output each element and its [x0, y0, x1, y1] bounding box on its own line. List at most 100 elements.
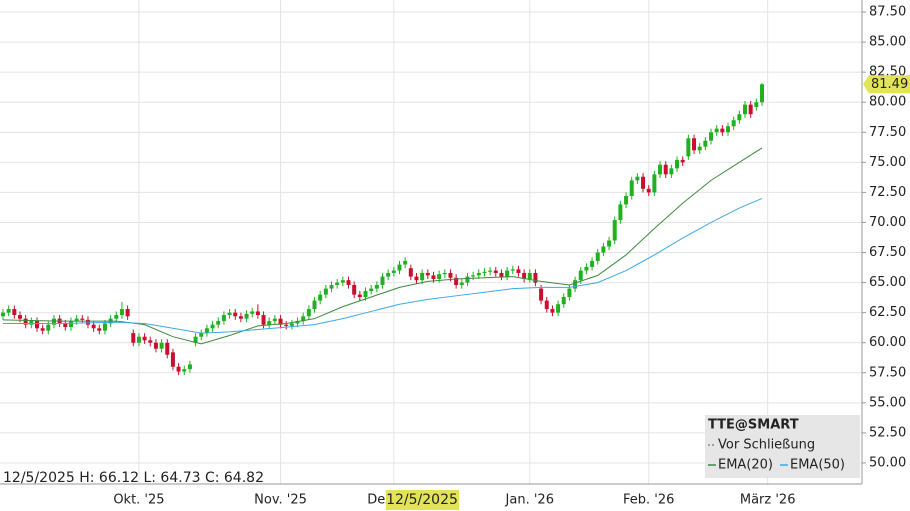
- candle-body: [658, 164, 663, 175]
- y-tick-label: 77.50: [869, 125, 906, 140]
- y-tick-label: 60.00: [869, 335, 906, 350]
- candle-body: [465, 276, 470, 283]
- x-tick-label: Nov. '25: [254, 493, 307, 508]
- info-text: 12/5/2025 H: 66.12 L: 64.73 C: 64.82: [3, 470, 264, 486]
- candle-body: [397, 264, 402, 271]
- candle-body: [63, 323, 68, 328]
- candle-body: [159, 342, 164, 349]
- legend-label: EMA(20): [718, 458, 773, 473]
- candle-body: [199, 333, 204, 337]
- y-tick-label: 72.50: [869, 185, 906, 200]
- candle-body: [238, 316, 243, 319]
- candle-body: [471, 275, 476, 277]
- legend-label: EMA(50): [790, 458, 845, 473]
- candle-body: [12, 309, 17, 316]
- candle-body: [125, 309, 130, 317]
- candle-body: [431, 275, 436, 279]
- candle-body: [284, 324, 289, 326]
- candle-body: [680, 159, 685, 163]
- candle-body: [709, 132, 714, 141]
- candle-body: [391, 270, 396, 273]
- candle-body: [335, 282, 340, 285]
- candle-body: [255, 311, 260, 316]
- candle-body: [136, 336, 141, 343]
- candle-body: [442, 272, 447, 275]
- candle-body: [760, 84, 764, 103]
- ema-line: [2, 147, 763, 345]
- candle-body: [23, 318, 28, 325]
- candle-body: [91, 324, 96, 329]
- candle-body: [204, 328, 209, 334]
- candle-body: [363, 291, 368, 298]
- y-tick-label: 65.00: [869, 275, 906, 290]
- candle-body: [346, 280, 351, 285]
- candle-body: [697, 146, 702, 151]
- y-tick-label: 52.50: [869, 425, 906, 440]
- candle-body: [635, 176, 640, 181]
- y-tick-label: 67.50: [869, 245, 906, 260]
- candle-body: [374, 284, 379, 289]
- candle-body: [516, 269, 521, 273]
- candle-body: [51, 318, 56, 325]
- candle-body: [176, 366, 181, 372]
- candle-body: [488, 270, 493, 272]
- candle-body: [289, 323, 294, 326]
- candle-body: [119, 309, 124, 316]
- candle-body: [352, 284, 357, 295]
- candle-body: [408, 268, 413, 277]
- candle-body: [448, 272, 453, 278]
- candle-body: [578, 270, 583, 281]
- candle-body: [318, 294, 323, 301]
- candle-body: [556, 304, 561, 313]
- candle-body: [329, 284, 334, 289]
- last-price-tag: [863, 75, 910, 94]
- candle-body: [68, 321, 73, 328]
- candle-body: [692, 138, 697, 151]
- candle-body: [641, 176, 646, 189]
- candle-body: [40, 328, 45, 331]
- x-tick-label: Okt. '25: [113, 493, 164, 508]
- legend: TTE@SMART Vor Schließung EMA(20) EMA(50): [705, 415, 860, 478]
- candle-body: [97, 328, 102, 331]
- candle-body: [165, 342, 170, 355]
- candle-body: [493, 270, 498, 273]
- candle-body: [510, 269, 515, 271]
- candle-body: [459, 282, 464, 285]
- candle-body: [629, 180, 634, 197]
- x-tick-label: Jan. '26: [505, 493, 554, 508]
- ema-line: [3, 197, 763, 334]
- candle-body: [561, 297, 566, 305]
- candle-body: [261, 315, 266, 325]
- candle-body: [652, 174, 657, 193]
- candle-body: [233, 312, 238, 317]
- candle-body: [686, 138, 691, 157]
- legend-label: Vor Schließung: [718, 438, 815, 453]
- candle-body: [278, 318, 283, 325]
- candle-body: [737, 114, 742, 121]
- candle-body: [425, 272, 430, 276]
- candle-body: [624, 196, 629, 205]
- candle-body: [437, 274, 442, 279]
- candle-body: [601, 246, 606, 253]
- candle-body: [522, 272, 527, 279]
- x-tick-label: Feb. '26: [623, 493, 674, 508]
- candle-body: [369, 288, 374, 292]
- candle-body: [595, 252, 600, 261]
- candle-body: [46, 324, 51, 331]
- candle-body: [714, 128, 719, 133]
- candle-body: [386, 272, 391, 277]
- candle-body: [312, 300, 317, 310]
- candle-body: [663, 164, 668, 175]
- y-tick-label: 62.50: [869, 305, 906, 320]
- candle-body: [607, 240, 612, 247]
- candle-body: [675, 159, 680, 169]
- candle-body: [584, 266, 589, 271]
- candle-body: [272, 318, 277, 322]
- candle-body: [539, 288, 544, 301]
- legend-symbol: TTE@SMART: [708, 418, 799, 433]
- candle-body: [85, 319, 90, 325]
- candle-body: [612, 220, 617, 241]
- candle-body: [414, 276, 419, 281]
- candle-body: [34, 321, 39, 329]
